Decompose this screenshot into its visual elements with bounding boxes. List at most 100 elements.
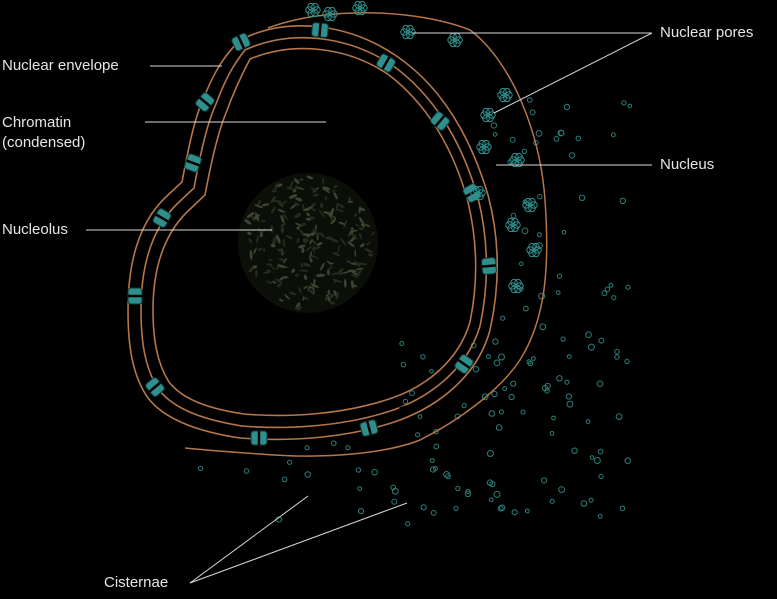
- label-nucleus: Nucleus: [660, 156, 715, 173]
- vesicle: [433, 429, 439, 435]
- vesicle: [510, 212, 517, 219]
- vesicle: [521, 148, 527, 155]
- vesicle: [400, 362, 407, 368]
- vesicle: [461, 403, 467, 409]
- vesicle: [281, 476, 288, 483]
- vesicle: [549, 431, 555, 436]
- vesicle: [497, 505, 504, 512]
- nuclear-pore: [231, 32, 251, 52]
- vesicle: [481, 393, 489, 401]
- vesicle: [399, 341, 405, 346]
- vesicle: [627, 103, 633, 109]
- vesicle: [521, 227, 529, 235]
- label-cisternae: Cisternae: [104, 574, 169, 591]
- vesicle: [492, 132, 498, 137]
- pore-rosette: [447, 32, 463, 48]
- vesicle: [538, 292, 546, 300]
- vesicle: [304, 445, 310, 451]
- vesicle: [197, 465, 204, 472]
- vesicle: [563, 103, 571, 111]
- nuclear-pore: [195, 92, 215, 112]
- vesicle: [453, 505, 459, 511]
- vesicle: [566, 354, 572, 360]
- nuclear-pore: [152, 208, 172, 228]
- vesicle: [580, 500, 588, 507]
- vesicle: [430, 510, 437, 516]
- vesicle: [464, 490, 472, 498]
- pore-rosette: [526, 242, 542, 258]
- vesicle: [568, 152, 576, 159]
- vesicle: [531, 356, 536, 361]
- vesicle: [498, 504, 506, 511]
- nuclear-pore: [145, 377, 165, 397]
- leader-pores-2: [493, 32, 653, 114]
- vesicle: [526, 97, 533, 103]
- vesicle: [465, 488, 471, 495]
- vesicle: [455, 485, 461, 492]
- vesicle: [604, 286, 611, 293]
- nuclear-pore: [127, 287, 143, 305]
- vesicle: [417, 414, 423, 420]
- vesicle: [495, 424, 503, 431]
- leader-cisternae-1: [189, 495, 309, 584]
- vesicle: [593, 457, 601, 464]
- nuclear-pores-group: [127, 22, 497, 446]
- vesicle: [445, 473, 451, 480]
- vesicle: [490, 122, 498, 129]
- vesicle: [556, 273, 563, 279]
- vesicle: [485, 354, 491, 359]
- vesicle: [544, 388, 550, 394]
- label-chromatin-condensed: (condensed): [2, 134, 86, 151]
- vesicle: [500, 315, 506, 321]
- label-nuclear-envelope: Nuclear envelope: [2, 57, 119, 74]
- vesicle: [493, 490, 501, 498]
- vesicle: [536, 232, 542, 238]
- pore-rosette: [352, 0, 368, 16]
- vesicle: [614, 348, 620, 355]
- vesicle: [615, 413, 623, 421]
- vesicle: [331, 440, 337, 447]
- vesicle: [493, 359, 501, 367]
- vesicle: [498, 353, 505, 361]
- vesicle: [472, 366, 480, 373]
- vesicle: [355, 467, 362, 473]
- vesicle: [553, 136, 560, 142]
- pore-rosette: [480, 107, 496, 123]
- vesicle: [611, 295, 617, 301]
- nuclear-pore: [430, 111, 450, 131]
- vesicle: [529, 109, 536, 116]
- vesicle: [405, 521, 411, 527]
- vesicle: [614, 354, 620, 360]
- vesicle: [243, 468, 250, 474]
- vesicle: [578, 194, 586, 202]
- vesicle: [486, 479, 494, 486]
- pore-rosette: [508, 278, 524, 294]
- label-nucleolus: Nucleolus: [2, 221, 68, 238]
- vesicle: [502, 386, 508, 392]
- pore-rosette: [522, 197, 538, 213]
- vesicle: [597, 448, 604, 455]
- nuclear-pore: [454, 354, 474, 374]
- vesicle: [619, 197, 626, 205]
- vesicle: [345, 445, 351, 451]
- vesicle: [491, 390, 498, 398]
- nuclear-pore: [359, 419, 379, 437]
- vesicle: [488, 410, 496, 417]
- vesicle: [598, 337, 605, 344]
- vesicle: [523, 305, 529, 312]
- label-chromatin: Chromatin: [2, 114, 72, 131]
- nuclear-pore: [481, 257, 497, 275]
- vesicle: [549, 498, 555, 504]
- vesicle: [556, 375, 563, 382]
- vesicle: [624, 358, 630, 365]
- vesicle: [601, 290, 608, 297]
- vesicle: [565, 393, 573, 400]
- vesicle: [624, 457, 632, 465]
- vesicle: [596, 380, 604, 388]
- vesicle: [508, 393, 515, 401]
- vesicle: [539, 323, 547, 331]
- nuclear-pore: [184, 153, 202, 173]
- envelope-gap: [399, 402, 421, 413]
- vesicle: [402, 398, 409, 405]
